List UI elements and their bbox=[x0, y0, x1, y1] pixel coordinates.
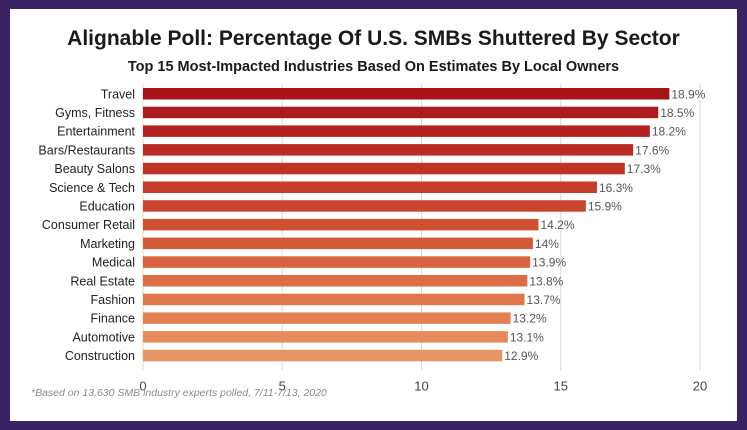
bar bbox=[143, 88, 670, 100]
x-tick-label: 0 bbox=[139, 379, 146, 394]
value-label: 13.9% bbox=[532, 256, 566, 270]
category-label: Marketing bbox=[80, 237, 135, 251]
bar bbox=[143, 144, 634, 156]
category-label: Gyms, Fitness bbox=[55, 106, 135, 120]
category-label: Science & Tech bbox=[49, 181, 135, 195]
bar bbox=[143, 237, 533, 250]
chart-subtitle: Top 15 Most-Impacted Industries Based On… bbox=[127, 59, 620, 75]
bar bbox=[143, 125, 650, 137]
x-tick-label: 15 bbox=[554, 379, 568, 394]
category-label: Automotive bbox=[72, 330, 135, 344]
value-label: 12.9% bbox=[504, 349, 538, 363]
category-label: Entertainment bbox=[57, 125, 135, 139]
category-label: Bars/Restaurants bbox=[38, 143, 135, 157]
category-label: Real Estate bbox=[70, 274, 135, 288]
value-label: 13.1% bbox=[510, 330, 544, 344]
category-label: Education bbox=[79, 199, 135, 213]
value-label: 14.2% bbox=[540, 218, 574, 232]
bar bbox=[143, 256, 531, 268]
value-label: 13.7% bbox=[527, 293, 561, 307]
value-label: 17.3% bbox=[627, 162, 661, 176]
value-label: 18.5% bbox=[660, 106, 694, 120]
bar bbox=[143, 106, 659, 119]
bar bbox=[143, 331, 508, 343]
category-label: Fashion bbox=[91, 293, 136, 307]
bar bbox=[143, 218, 539, 231]
bar bbox=[143, 162, 625, 175]
x-tick-label: 5 bbox=[279, 379, 286, 394]
value-label: 16.3% bbox=[599, 181, 633, 195]
value-label: 18.2% bbox=[652, 125, 686, 139]
bar bbox=[143, 349, 503, 362]
x-tick-label: 10 bbox=[414, 379, 428, 394]
category-label: Beauty Salons bbox=[54, 162, 135, 176]
category-label: Travel bbox=[101, 87, 135, 101]
bar bbox=[143, 275, 528, 287]
value-label: 13.2% bbox=[513, 312, 547, 326]
category-label: Finance bbox=[91, 312, 136, 326]
value-label: 13.8% bbox=[529, 274, 563, 288]
x-tick-label: 20 bbox=[693, 379, 707, 394]
value-label: 14% bbox=[535, 237, 559, 251]
value-label: 17.6% bbox=[635, 143, 669, 157]
bar bbox=[143, 312, 511, 324]
chart-title: Alignable Poll: Percentage Of U.S. SMBs … bbox=[67, 27, 680, 50]
category-label: Medical bbox=[92, 256, 135, 270]
bar bbox=[143, 293, 525, 306]
bar bbox=[143, 200, 586, 212]
value-label: 15.9% bbox=[588, 199, 622, 213]
category-label: Consumer Retail bbox=[42, 218, 135, 232]
chart-footnote: *Based on 13,630 SMB industry experts po… bbox=[31, 387, 327, 399]
value-label: 18.9% bbox=[671, 87, 705, 101]
bar bbox=[143, 181, 597, 193]
category-label: Construction bbox=[65, 349, 135, 363]
